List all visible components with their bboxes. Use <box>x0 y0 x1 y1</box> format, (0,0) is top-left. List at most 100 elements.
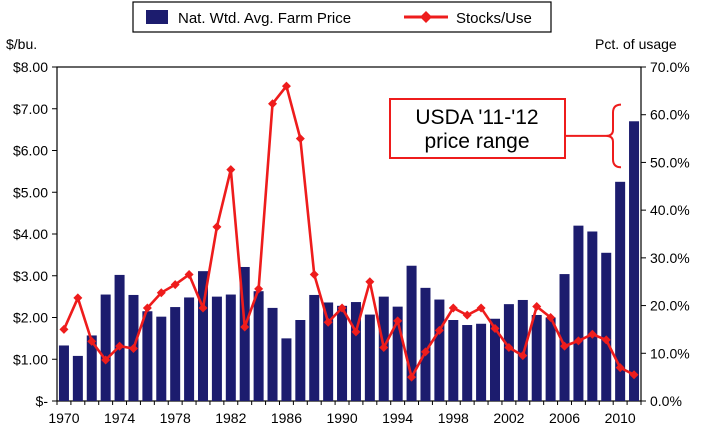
price-bar <box>448 320 459 401</box>
price-bar <box>629 121 640 402</box>
price-bar <box>58 345 69 401</box>
price-bar <box>503 304 514 401</box>
stocks-use-point <box>365 277 375 287</box>
x-tick-label: 1970 <box>48 410 79 426</box>
annotation-box <box>389 98 566 159</box>
price-bar <box>476 323 487 401</box>
stocks-use-point <box>379 343 389 353</box>
y-right-tick-label: 30.0% <box>650 250 690 266</box>
stocks-use-point <box>309 270 319 280</box>
legend-bar-swatch <box>146 10 168 24</box>
y-right-tick-label: 20.0% <box>650 298 690 314</box>
price-bar <box>253 291 264 401</box>
x-tick-label: 1974 <box>104 410 135 426</box>
price-bar <box>225 294 236 401</box>
price-bar <box>489 318 501 401</box>
y-right-tick-label: 50.0% <box>650 154 690 170</box>
price-bar <box>309 294 320 401</box>
stocks-use-point <box>476 303 486 313</box>
price-bar <box>142 311 153 401</box>
price-bar <box>545 317 556 401</box>
price-bar <box>364 314 375 401</box>
stocks-use-point <box>212 222 222 232</box>
x-tick-label: 1978 <box>160 410 191 426</box>
x-tick-label: 1990 <box>326 410 357 426</box>
y-right-axis: 0.0% 10.0% 20.0% 30.0% 40.0% 50.0% 60.0% 70.0% <box>641 59 690 409</box>
y-right-tick-label: 40.0% <box>650 202 690 218</box>
stocks-use-point <box>504 343 514 353</box>
price-bar <box>72 355 83 401</box>
stocks-use-point <box>407 372 417 382</box>
stocks-use-point <box>448 303 458 313</box>
price-bar <box>601 252 612 401</box>
y-left-axis-title: $/bu. <box>6 36 37 52</box>
stocks-use-point <box>142 303 152 313</box>
legend-line-label: Stocks/Use <box>456 10 532 27</box>
stocks-use-point <box>59 324 69 334</box>
stocks-use-point <box>156 288 166 298</box>
stocks-use-point <box>240 322 250 332</box>
x-tick-label: 1994 <box>382 410 413 426</box>
stocks-use-point <box>587 329 597 339</box>
y-right-tick-label: 60.0% <box>650 107 690 123</box>
price-bar <box>434 299 445 401</box>
stocks-use-point <box>323 317 333 327</box>
stocks-use-point <box>532 302 542 312</box>
x-tick-label: 1998 <box>438 410 469 426</box>
x-tick-label: 2002 <box>493 410 524 426</box>
stocks-use-point <box>546 313 556 322</box>
stocks-use-point <box>198 303 208 313</box>
stocks-use-point <box>101 355 111 365</box>
stocks-use-point <box>337 303 347 313</box>
stocks-use-line <box>59 81 639 382</box>
price-bar <box>170 307 181 401</box>
price-bar <box>100 294 111 401</box>
price-bar <box>615 181 626 401</box>
y-left-tick-label: $3.00 <box>13 268 48 284</box>
legend-line-marker <box>420 11 432 23</box>
y-left-tick-label: $8.00 <box>13 59 48 75</box>
annotation-line-1: USDA '11-'12 <box>415 106 538 129</box>
stocks-use-point <box>490 323 500 333</box>
y-right-tick-label: 0.0% <box>650 393 682 409</box>
y-left-tick-label: $1.00 <box>13 351 48 367</box>
y-right-axis-title: Pct. of usage <box>595 36 677 52</box>
price-bars <box>58 121 640 402</box>
price-bar <box>392 306 403 401</box>
stocks-use-point <box>420 347 430 357</box>
price-bar <box>573 225 584 401</box>
stocks-use-point <box>615 363 625 373</box>
price-bar <box>420 287 431 401</box>
stocks-use-point <box>629 370 639 380</box>
price-bar <box>295 320 306 401</box>
y-left-tick-label: $5.00 <box>13 184 48 200</box>
stocks-use-point <box>281 81 291 91</box>
price-range-brace <box>605 103 622 169</box>
legend-box <box>132 1 552 33</box>
x-axis: 1970 1974 1978 1982 1986 1990 1994 1998 2002 2006… <box>48 401 642 426</box>
y-left-tick-label: $- <box>36 393 49 409</box>
y-right-tick-label: 70.0% <box>650 59 690 75</box>
price-bar <box>337 305 348 401</box>
stocks-use-point <box>226 165 236 175</box>
price-bar <box>156 316 167 401</box>
price-bar <box>281 338 292 401</box>
stocks-use-point <box>518 351 528 361</box>
price-bar <box>197 271 209 401</box>
y-left-axis: $- $1.00 $2.00 $3.00 $4.00 $5.00 $6.00 $7.00 $8.… <box>13 59 57 409</box>
price-bar <box>517 299 528 401</box>
price-bar <box>406 265 417 401</box>
x-tick-label: 1982 <box>215 410 246 426</box>
price-bar <box>559 274 570 401</box>
stocks-use-point <box>128 344 138 354</box>
y-left-tick-label: $2.00 <box>13 310 48 326</box>
legend-bar-label: Nat. Wtd. Avg. Farm Price <box>178 10 351 27</box>
x-tick-label: 1986 <box>271 410 302 426</box>
stocks-use-point <box>87 336 97 346</box>
usda-price-range-annotation: USDA '11-'12 price range <box>389 98 622 169</box>
stocks-use-point <box>73 293 83 303</box>
price-bar <box>323 302 334 401</box>
stocks-use-point <box>560 341 570 351</box>
stocks-use-point <box>434 325 444 335</box>
